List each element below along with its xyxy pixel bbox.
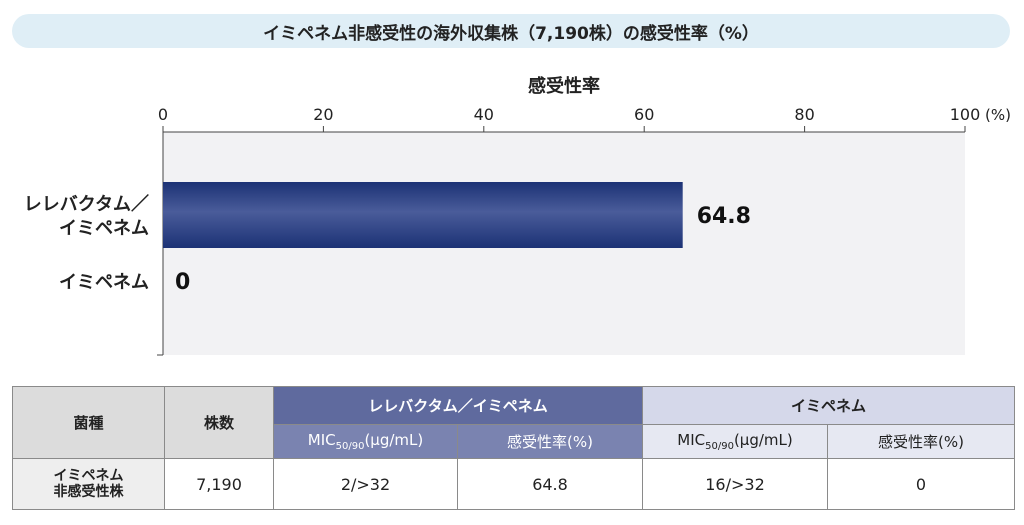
table-header-row: 菌種 株数 レレバクタム／イミペネム イミペネム	[12, 386, 1016, 459]
bar	[163, 182, 683, 248]
header-group-relebactam: レレバクタム／イミペネム	[273, 386, 643, 425]
summary-table: 菌種 株数 レレバクタム／イミペネム イミペネム MIC50/90(μg/mL)…	[12, 386, 1016, 510]
x-tick-label: 40	[474, 105, 494, 124]
x-tick-label: 60	[634, 105, 654, 124]
bar-chart: 感受性率 0 20 40 60 80 100 (%) 64.8 レレバクタム／ イミペネム 0 イミペネ…	[24, 75, 1011, 356]
cell-count: 7,190	[164, 458, 274, 510]
x-tick-label: 80	[794, 105, 814, 124]
x-tick-label: 20	[313, 105, 333, 124]
chart-banner-title: イミペネム非感受性の海外収集株（7,190株）の感受性率（%）	[12, 14, 1010, 48]
subheader-mic-2: MIC50/90(μg/mL)	[642, 424, 828, 459]
x-tick-label: 0	[158, 105, 168, 124]
header-count: 株数	[164, 386, 274, 459]
cell-rate-1: 64.8	[457, 458, 643, 510]
category-label: イミペネム	[59, 272, 149, 293]
header-strain: 菌種	[12, 386, 165, 459]
table-row: イミペネム 非感受性株 7,190 2/>32 64.8 16/>32 0	[12, 458, 1016, 510]
table-subheader-row: MIC50/90(μg/mL) 感受性率(%) MIC50/90(μg/mL) …	[13, 424, 1016, 459]
subheader-rate-1: 感受性率(%)	[457, 424, 643, 459]
category-label: レレバクタム／	[24, 194, 149, 215]
subheader-mic-1: MIC50/90(μg/mL)	[273, 424, 458, 459]
x-tick-label: 100	[950, 105, 981, 124]
subheader-rate-2: 感受性率(%)	[826, 424, 1016, 459]
bar-value-label: 0	[175, 270, 190, 295]
cell-rate-2: 0	[826, 458, 1016, 510]
banner-title-text: イミペネム非感受性の海外収集株（7,190株）の感受性率（%）	[263, 23, 759, 44]
cell-mic-2: 16/>32	[642, 458, 828, 510]
chart-title: 感受性率	[528, 75, 600, 97]
cell-strain: イミペネム 非感受性株	[12, 458, 165, 510]
category-label: イミペネム	[59, 218, 149, 239]
cell-mic-1: 2/>32	[273, 458, 458, 510]
header-group-imipenem: イミペネム	[641, 386, 1016, 425]
bar-value-label: 64.8	[697, 204, 751, 229]
x-unit-label: (%)	[985, 106, 1011, 124]
